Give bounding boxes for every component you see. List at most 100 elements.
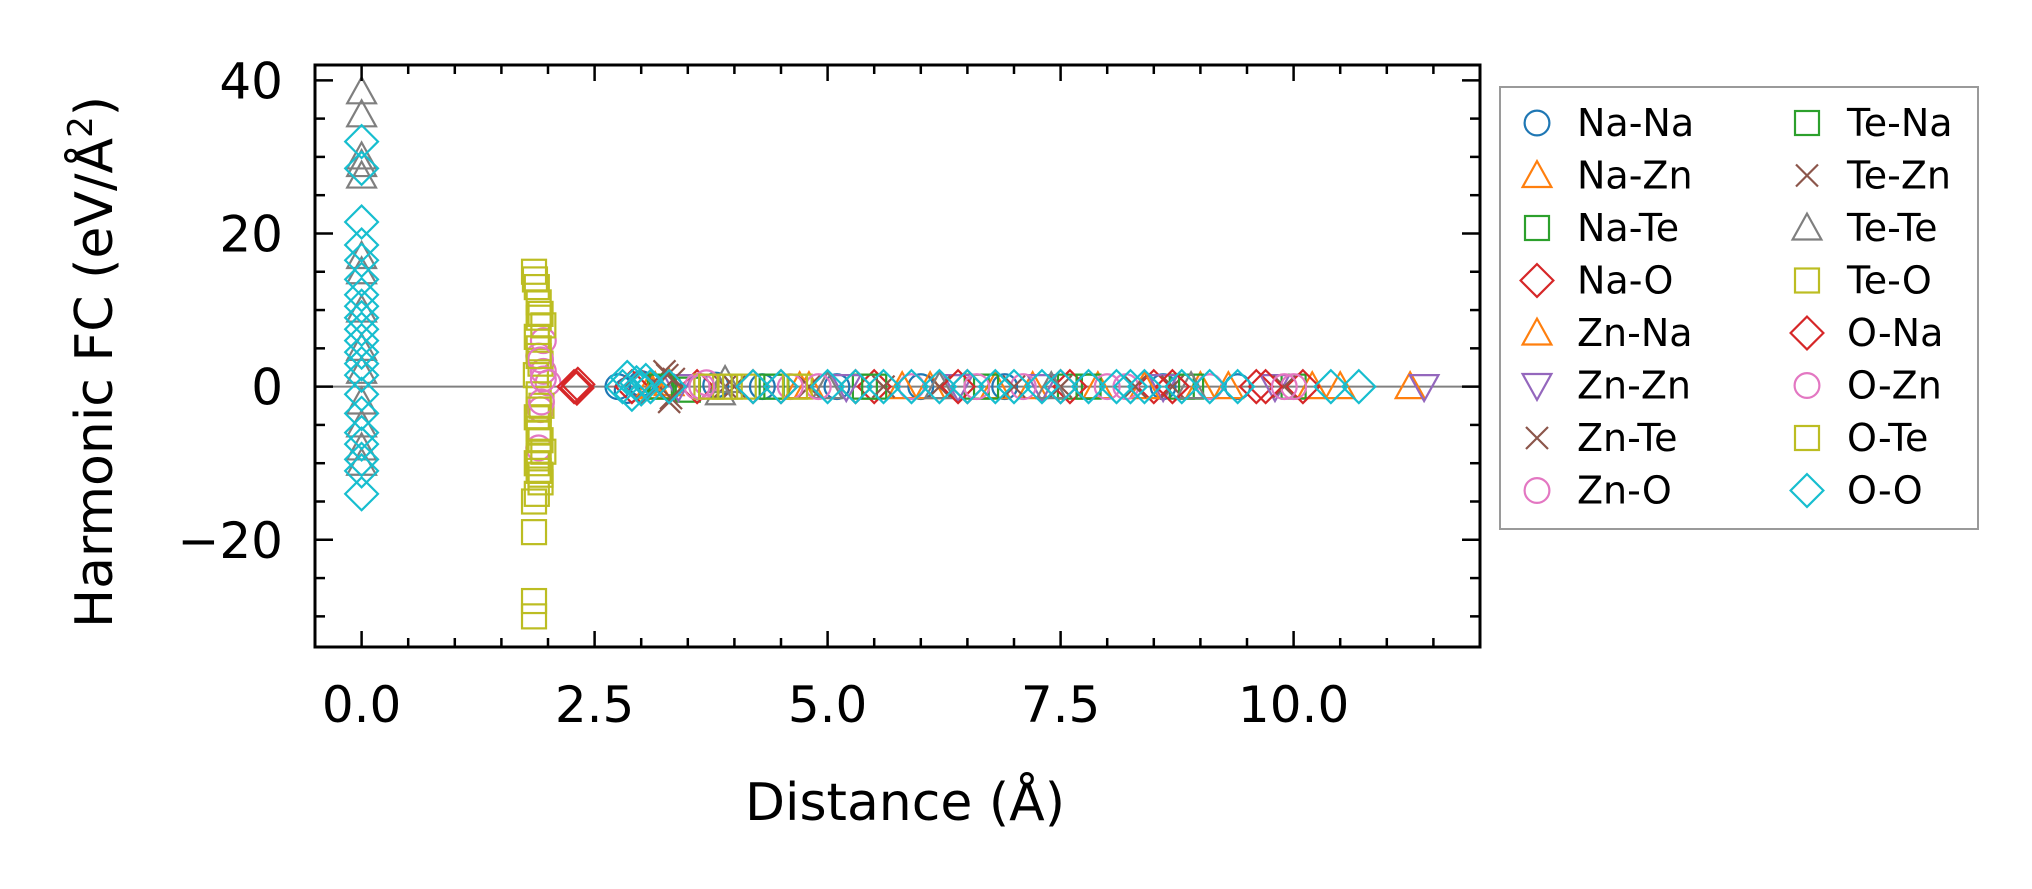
data-point-o-o — [343, 452, 380, 489]
legend-label: O-O — [1847, 469, 1923, 513]
plot-area — [315, 75, 1480, 630]
data-point-te-o — [520, 488, 548, 515]
y-axis-title: Harmonic FC (eV/Å2) — [61, 96, 125, 628]
legend-marker — [1523, 214, 1551, 242]
legend-item-te-te: Te-Te — [1790, 206, 1938, 250]
data-point-zn-te — [1272, 374, 1297, 399]
x-tick-label: 2.5 — [555, 676, 635, 734]
data-point-o-te — [525, 342, 552, 370]
data-point-o-na — [940, 368, 977, 405]
y-axis-title-main: Harmonic FC (eV/Å — [63, 137, 125, 628]
data-point-o-o — [632, 368, 669, 405]
legend-item-te-zn: Te-Zn — [1795, 154, 1951, 198]
data-point-o-te — [521, 266, 549, 293]
x-axis-title: Distance (Å) — [745, 771, 1065, 833]
data-point-zn-na — [1016, 369, 1049, 400]
data-point-o-o — [809, 368, 846, 405]
legend-marker — [1789, 315, 1825, 351]
data-point-o-na — [558, 370, 595, 407]
y-tick-label: 0 — [251, 359, 283, 417]
legend-marker — [1520, 316, 1554, 346]
data-point-o-o — [343, 395, 380, 432]
data-point-o-o — [343, 357, 380, 394]
legend-item-na-zn: Na-Zn — [1520, 154, 1693, 198]
data-point-zn-na — [1323, 369, 1357, 400]
legend-label: Te-Zn — [1846, 154, 1951, 198]
data-point-o-o — [1191, 368, 1228, 405]
data-point-o-o — [1112, 368, 1149, 405]
series-o-te — [521, 266, 809, 507]
data-point-o-o — [1163, 368, 1200, 405]
data-point-te-te — [345, 147, 378, 178]
legend-label: Na-Zn — [1577, 154, 1693, 198]
data-point-o-o — [343, 261, 380, 298]
data-point-te-o — [520, 603, 548, 630]
data-point-te-o — [520, 519, 548, 546]
data-point-te-zn — [1002, 374, 1026, 399]
series-o-o — [343, 123, 1377, 512]
data-point-o-o — [1098, 368, 1135, 405]
x-tick-label: 10.0 — [1238, 676, 1349, 734]
legend-label: Te-Na — [1846, 101, 1953, 145]
data-point-te-te — [345, 385, 378, 415]
y-axis-title-superscript: 2 — [61, 116, 101, 138]
data-point-o-o — [763, 368, 799, 405]
data-point-o-o — [865, 368, 902, 405]
legend-marker — [1525, 426, 1549, 450]
legend-label: O-Na — [1847, 311, 1943, 355]
data-point-o-o — [613, 376, 650, 413]
data-point-te-o — [730, 373, 757, 400]
legend-item-na-na: Na-Na — [1523, 101, 1694, 145]
data-point-o-o — [343, 276, 380, 313]
legend-item-o-te: O-Te — [1793, 416, 1928, 460]
legend-item-na-te: Na-Te — [1523, 206, 1679, 250]
series-te-te — [345, 75, 1208, 476]
data-point-zn-te — [1048, 374, 1073, 399]
data-point-na-o — [1284, 368, 1321, 405]
data-point-o-te — [697, 373, 725, 400]
data-point-te-te — [811, 369, 844, 400]
y-tick-label: 20 — [219, 205, 283, 263]
legend-item-zn-na: Zn-Na — [1520, 311, 1693, 355]
data-point-te-te — [1174, 369, 1208, 400]
data-point-o-o — [343, 204, 380, 240]
data-point-o-o — [343, 334, 380, 371]
legend-label: Zn-Zn — [1577, 364, 1691, 408]
legend-label: O-Te — [1847, 416, 1928, 460]
data-point-o-o — [343, 299, 380, 336]
legend-label: O-Zn — [1847, 364, 1942, 408]
data-point-o-o — [735, 368, 771, 405]
legend-item-zn-o: Zn-O — [1523, 469, 1672, 513]
legend-item-zn-zn: Zn-Zn — [1520, 364, 1691, 408]
data-point-o-zn — [527, 388, 555, 416]
legend-label: Te-O — [1846, 259, 1932, 303]
data-point-te-o — [522, 362, 549, 389]
legend-label: Zn-Na — [1577, 311, 1693, 355]
plot-frame — [313, 63, 1482, 649]
data-point-o-o — [343, 414, 380, 451]
data-point-o-o — [343, 150, 380, 187]
data-point-te-te — [345, 140, 378, 170]
data-point-o-o — [1024, 368, 1060, 405]
data-point-o-o — [893, 368, 930, 405]
data-point-o-zn — [1093, 373, 1121, 401]
data-point-na-o — [1051, 368, 1088, 405]
legend-marker — [1793, 267, 1821, 294]
data-point-o-zn — [527, 346, 555, 374]
data-point-na-o — [1238, 368, 1275, 405]
data-point-zn-zn — [829, 374, 863, 404]
data-point-te-o — [520, 587, 548, 615]
legend-marker — [1520, 158, 1554, 189]
legend-item-o-na: O-Na — [1789, 311, 1943, 355]
legend-marker — [1795, 163, 1819, 188]
legend-marker — [1793, 109, 1821, 137]
data-point-o-te — [781, 373, 809, 400]
data-point-o-o — [343, 227, 380, 263]
legend-label: Na-Te — [1577, 206, 1679, 250]
data-point-o-o — [977, 368, 1014, 405]
data-point-o-te — [525, 442, 552, 469]
legend-label: Zn-Te — [1577, 416, 1677, 460]
data-point-o-o — [1042, 368, 1079, 405]
legend-marker — [1793, 424, 1821, 452]
data-point-o-te — [523, 480, 550, 507]
